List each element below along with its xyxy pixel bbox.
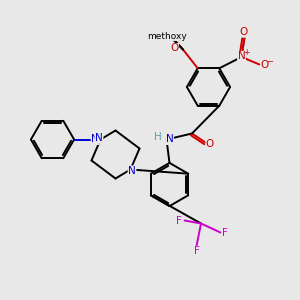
Text: N: N	[95, 133, 103, 143]
Text: N: N	[238, 51, 245, 62]
Text: methoxy: methoxy	[156, 31, 186, 37]
Text: N: N	[128, 166, 136, 176]
Text: +: +	[243, 48, 249, 57]
Text: H: H	[154, 132, 162, 142]
Text: N: N	[166, 134, 173, 145]
Text: O: O	[170, 44, 178, 54]
Text: −: −	[266, 58, 274, 67]
Text: O: O	[239, 27, 247, 37]
Text: methoxy: methoxy	[147, 32, 186, 40]
Text: O: O	[171, 43, 179, 53]
Text: F: F	[176, 215, 182, 226]
Text: N: N	[91, 134, 99, 145]
Text: O: O	[261, 60, 269, 70]
Text: F: F	[222, 227, 228, 238]
Text: O: O	[206, 139, 214, 149]
Text: F: F	[194, 246, 200, 256]
